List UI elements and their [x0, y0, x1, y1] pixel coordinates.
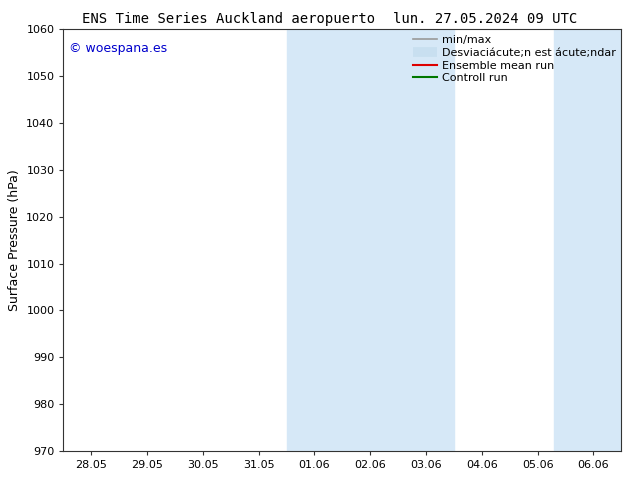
Legend: min/max, Desviaciácute;n est ácute;ndar, Ensemble mean run, Controll run: min/max, Desviaciácute;n est ácute;ndar,…: [411, 33, 618, 86]
Text: © woespana.es: © woespana.es: [69, 42, 167, 55]
Bar: [554, 29, 633, 451]
Bar: [287, 29, 454, 451]
Text: ENS Time Series Auckland aeropuerto: ENS Time Series Auckland aeropuerto: [82, 12, 375, 26]
Y-axis label: Surface Pressure (hPa): Surface Pressure (hPa): [8, 169, 21, 311]
Text: lun. 27.05.2024 09 UTC: lun. 27.05.2024 09 UTC: [393, 12, 578, 26]
